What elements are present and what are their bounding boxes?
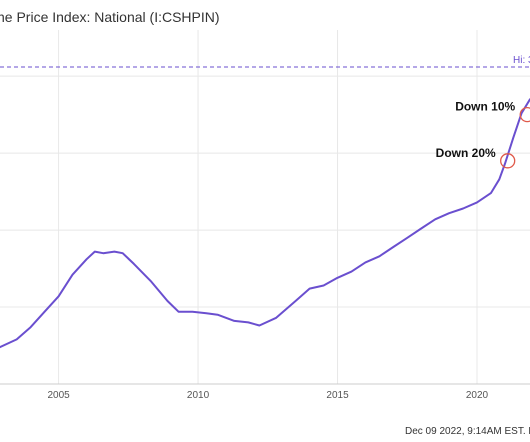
annotation-label: Down 20% bbox=[436, 146, 496, 160]
x-tick-label: 2020 bbox=[466, 390, 489, 401]
annotation-marker bbox=[500, 153, 516, 169]
hi-label: Hi: 3 bbox=[513, 55, 530, 66]
x-tick-labels: 2005 2010 2015 2020 bbox=[47, 390, 488, 401]
series-line-0 bbox=[0, 98, 530, 349]
annotations: Down 10% Down 20% bbox=[436, 100, 530, 169]
series-lines bbox=[0, 98, 530, 349]
footer-text: Dec 09 2022, 9:14AM EST. Powere bbox=[405, 426, 530, 437]
annotation-marker bbox=[519, 107, 530, 123]
x-tick-label: 2015 bbox=[326, 390, 349, 401]
gridlines bbox=[0, 30, 530, 384]
x-tick-label: 2005 bbox=[47, 390, 70, 401]
chart-title: ne Price Index: National (I:CSHPIN) bbox=[0, 9, 220, 25]
x-tick-label: 2010 bbox=[187, 390, 210, 401]
hi-line: Hi: 3 bbox=[0, 55, 530, 68]
annotation-label: Down 10% bbox=[455, 100, 515, 114]
